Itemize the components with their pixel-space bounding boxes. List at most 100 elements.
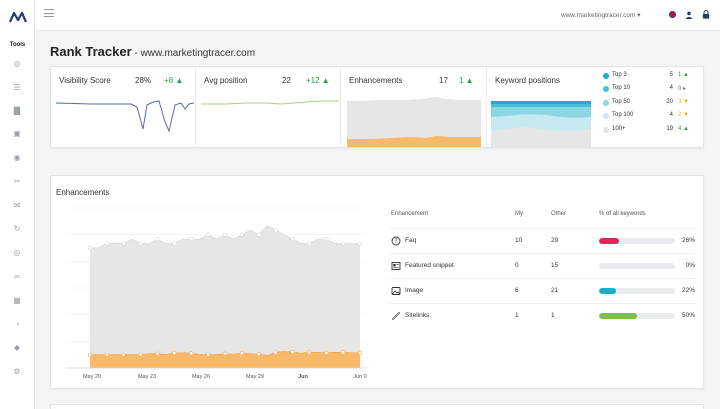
row-pct-bar [599, 313, 675, 319]
row-pct-fill [599, 238, 619, 244]
kp-delta: 3 ▼ [678, 99, 689, 105]
kp-dot-top100 [603, 113, 609, 119]
row-my: 0 [515, 262, 519, 269]
avg-position-value: 22 [282, 76, 291, 85]
visibility-score-value: 28% [135, 76, 152, 85]
link-icon[interactable]: ∞ [14, 272, 20, 281]
calendar-icon[interactable]: ▦ [13, 296, 21, 305]
enhancements-widget[interactable]: Enhancements 17 1 ▲ [341, 67, 487, 147]
visibility-score-delta: +8 ▲ [164, 76, 184, 85]
row-name: Faq [405, 237, 417, 244]
scissors-icon[interactable]: ✂ [13, 177, 21, 186]
kp-count: 5 [669, 72, 673, 78]
title-separator: - [131, 48, 141, 59]
uk-flag-icon[interactable] [669, 11, 676, 18]
kp-delta: 0 ▸ [678, 86, 687, 92]
col-header-pct: % of all keywords [599, 211, 646, 217]
kp-row-top100[interactable]: Top 100 4 2 ▼ [603, 112, 703, 122]
inbox-icon[interactable]: ▣ [13, 129, 21, 138]
link-icon [392, 312, 400, 320]
row-my: 6 [515, 287, 519, 294]
page-title-domain: www.marketingtracer.com [140, 48, 256, 59]
row-other: 1 [551, 312, 555, 319]
avg-position-widget[interactable]: Avg position 22 +12 ▲ [196, 67, 341, 147]
avg-position-delta: +12 ▲ [306, 76, 330, 85]
tools-label: Tools [9, 42, 26, 48]
kp-row-top3[interactable]: Top 3 5 1 ▲ [603, 72, 703, 82]
row-pct: 22% [681, 287, 695, 294]
table-row-featured-snippet[interactable]: Featured snippet 0 15 0% [389, 253, 695, 277]
marketingtracer-logo[interactable] [9, 10, 27, 24]
keyword-positions-widget[interactable]: Keyword positions [487, 67, 704, 147]
chart-icon[interactable]: ▇ [13, 106, 21, 115]
table-row-image[interactable]: Image 6 21 22% [389, 278, 695, 302]
row-pct: 26% [681, 237, 695, 244]
avg-position-sparkline [201, 100, 339, 105]
row-pct-fill [599, 313, 637, 319]
avg-position-label: Avg position [204, 76, 248, 85]
kp-name: Top 100 [612, 112, 634, 118]
enhancements-value: 17 [439, 76, 448, 85]
enhancements-delta: 1 ▲ [459, 76, 474, 85]
kp-delta: 2 ▼ [678, 112, 689, 118]
kp-dot-top3 [603, 73, 609, 79]
kp-name: 100+ [612, 126, 626, 132]
user-icon[interactable] [685, 11, 693, 19]
enhancements-sparkline [347, 97, 481, 147]
row-name: Sitelinks [405, 312, 430, 319]
kp-dot-top50 [603, 100, 609, 106]
enhancements-card-title: Enhancements [56, 188, 110, 197]
row-other: 21 [551, 287, 559, 294]
row-pct-bar [599, 288, 675, 294]
kp-row-100plus[interactable]: 100+ 19 4 ▲ [603, 126, 703, 136]
kp-row-top50[interactable]: Top 50 20 3 ▼ [603, 99, 703, 109]
table-row-sitelinks[interactable]: Sitelinks 1 1 50% [389, 303, 695, 327]
kp-name: Top 50 [612, 99, 631, 105]
page-title-text: Rank Tracker [50, 44, 132, 59]
row-name: Image [405, 287, 424, 294]
table-row-faq[interactable]: ? Faq 10 29 26% [389, 228, 695, 252]
pie-icon[interactable]: ◔ [14, 320, 20, 329]
row-my: 1 [515, 312, 519, 319]
kp-name: Top 3 [612, 72, 627, 78]
enhancements-label: Enhancements [349, 76, 403, 85]
row-pct-fill [599, 288, 616, 294]
sync-icon[interactable]: ↻ [13, 224, 21, 233]
domain-selector-label: www.marketingtracer.com [561, 12, 636, 19]
tag-icon[interactable]: ◆ [13, 343, 21, 352]
kp-dot-100plus [603, 127, 609, 133]
eye-icon[interactable]: ◎ [13, 59, 21, 68]
mail-icon[interactable]: ✉ [13, 201, 21, 210]
sidebar: Tools ◎ ☰ ▇ ▣ ◉ ✂ ✉ ↻ ◎ ∞ ▦ ◔ ◆ ⚙ [0, 0, 35, 409]
row-name: Featured snippet [405, 262, 454, 269]
snippet-icon [391, 262, 401, 270]
gear-icon[interactable]: ⚙ [13, 367, 21, 376]
image-icon [391, 287, 401, 295]
row-pct-bar [599, 238, 675, 244]
visibility-score-widget[interactable]: Visibility Score 28% +8 ▲ [51, 67, 196, 147]
page-title: Rank Tracker - www.marketingtracer.com [50, 44, 255, 59]
domain-selector[interactable]: www.marketingtracer.com ▾ [561, 12, 641, 19]
summary-panel: Visibility Score 28% +8 ▲ Avg position 2… [50, 66, 704, 148]
globe-icon[interactable]: ◉ [13, 153, 21, 162]
kp-delta: 1 ▲ [678, 72, 689, 78]
row-other: 15 [551, 262, 559, 269]
kp-count: 19 [666, 126, 673, 132]
target-icon[interactable]: ◎ [13, 248, 21, 257]
steps-icon[interactable]: ☰ [13, 83, 21, 92]
kp-count: 4 [669, 85, 673, 91]
hamburger-menu-icon[interactable] [44, 9, 54, 19]
col-header-other: Other [551, 211, 567, 217]
row-my: 10 [515, 237, 523, 244]
keyword-positions-chart [491, 101, 591, 147]
row-pct: 50% [681, 312, 695, 319]
kp-row-top10[interactable]: Top 10 4 0 ▸ [603, 85, 703, 95]
question-icon: ? [391, 236, 401, 246]
visibility-score-label: Visibility Score [59, 76, 111, 85]
keyword-positions-label: Keyword positions [495, 76, 560, 85]
lock-icon[interactable] [702, 10, 710, 19]
row-pct-bar [599, 263, 675, 269]
row-other: 29 [551, 237, 559, 244]
col-header-my: My [515, 211, 523, 217]
svg-text:?: ? [394, 238, 397, 245]
